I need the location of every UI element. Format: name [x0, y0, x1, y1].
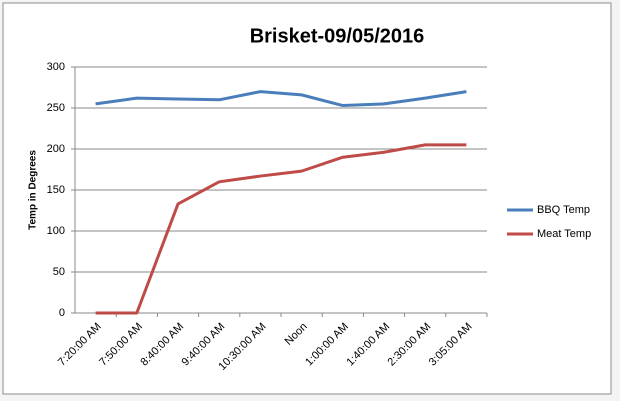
y-tick-label: 250 — [47, 102, 65, 114]
series-line — [95, 90, 467, 108]
legend-label: BBQ Temp — [537, 204, 590, 216]
y-tick-label: 200 — [47, 143, 65, 155]
chart-title: Brisket-09/05/2016 — [250, 25, 425, 47]
y-tick-label: 50 — [53, 266, 65, 278]
y-tick-label: 0 — [59, 307, 65, 319]
y-tick-label: 150 — [47, 184, 65, 196]
y-tick-label: 100 — [47, 225, 65, 237]
series-line — [95, 143, 467, 315]
y-axis-label: Temp in Degrees — [28, 150, 39, 230]
chart-area — [2, 2, 612, 395]
legend-label: Meat Temp — [537, 228, 591, 240]
y-tick-label: 300 — [47, 61, 65, 73]
